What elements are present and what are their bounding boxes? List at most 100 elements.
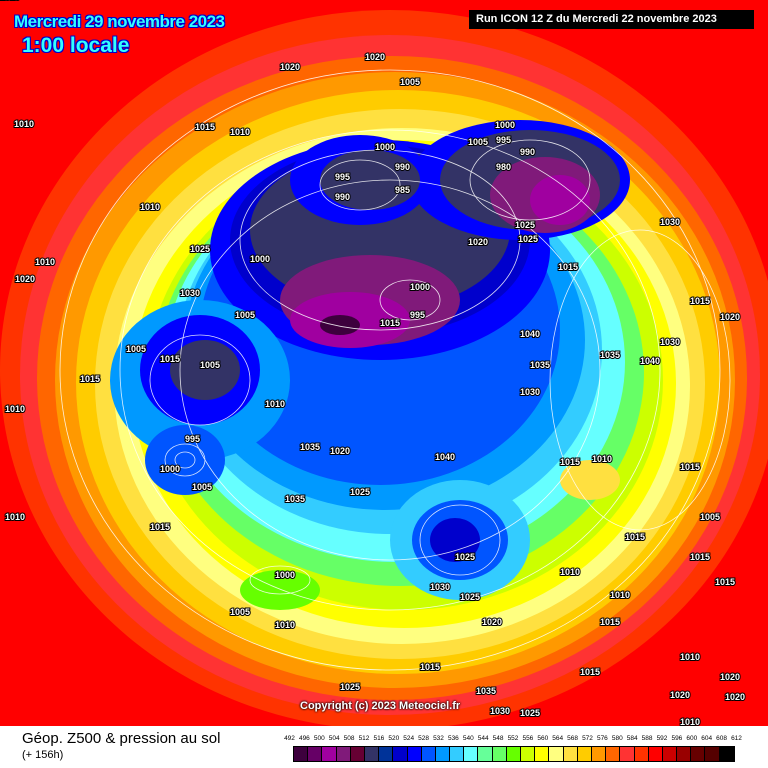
pressure-label: 1025 <box>460 592 480 602</box>
pressure-label: 1030 <box>180 288 200 298</box>
pressure-label: 1040 <box>435 452 455 462</box>
legend-label: 500 <box>313 735 325 742</box>
pressure-label: 1000 <box>250 254 270 264</box>
legend-label: 496 <box>298 735 310 742</box>
legend-swatch <box>308 747 323 761</box>
pressure-label: 1015 <box>195 122 215 132</box>
pressure-label: 1000 <box>375 142 395 152</box>
pressure-label: 995 <box>335 172 350 182</box>
legend-label: 492 <box>284 735 295 742</box>
pressure-label: 1010 <box>140 202 160 212</box>
z500-trough <box>170 340 240 400</box>
pressure-label: 1025 <box>350 487 370 497</box>
legend-swatch <box>478 747 493 761</box>
isobar <box>174 451 196 469</box>
legend-swatch <box>606 747 621 761</box>
legend-label: 572 <box>582 735 593 742</box>
pressure-label: 995 <box>410 310 425 320</box>
pressure-label: 1015 <box>558 262 578 272</box>
legend-label: 596 <box>671 735 683 742</box>
legend-label: 612 <box>731 735 742 742</box>
legend-swatch <box>336 747 351 761</box>
legend-swatch <box>322 747 337 761</box>
legend-label: 520 <box>388 735 400 742</box>
pressure-label: 1020 <box>670 690 690 700</box>
pressure-label: 1015 <box>715 577 735 587</box>
pressure-label: 1020 <box>15 274 35 284</box>
pressure-label: 1005 <box>126 344 146 354</box>
pressure-label: 1015 <box>80 374 100 384</box>
pressure-label: 1005 <box>235 310 255 320</box>
legend-swatch <box>591 747 607 761</box>
legend-swatch <box>691 747 706 761</box>
pressure-label: 1015 <box>380 318 400 328</box>
pressure-label: 1010 <box>610 590 630 600</box>
legend-label: 540 <box>462 735 474 742</box>
isobar <box>379 279 441 321</box>
legend-swatch <box>677 747 692 761</box>
color-legend <box>293 746 735 762</box>
legend-label: 512 <box>358 735 370 742</box>
legend-swatch <box>506 747 521 761</box>
pressure-label: 990 <box>395 162 410 172</box>
map-title: Géop. Z500 & pression au sol <box>22 730 221 747</box>
pressure-label: 1025 <box>520 708 540 718</box>
pressure-label: 1000 <box>410 282 430 292</box>
isobar <box>179 179 601 561</box>
pressure-label: 1010 <box>680 652 700 662</box>
pressure-label: 985 <box>395 185 410 195</box>
pressure-label: 1015 <box>150 522 170 532</box>
pressure-label: 1035 <box>600 350 620 360</box>
legend-label: 584 <box>626 735 638 742</box>
legend-swatch <box>450 747 465 761</box>
pressure-label: 1000 <box>495 120 515 130</box>
legend-label: 532 <box>433 735 444 742</box>
legend-label: 544 <box>477 735 489 742</box>
forecast-local-time: 1:00 locale <box>22 34 130 57</box>
legend-swatch <box>364 747 380 761</box>
legend-swatch <box>634 747 649 761</box>
pressure-label: 1010 <box>265 399 285 409</box>
pressure-label: 1015 <box>560 457 580 467</box>
pressure-label: 1040 <box>640 356 660 366</box>
legend-swatch <box>577 747 592 761</box>
isobar <box>549 229 731 531</box>
pressure-label: 1025 <box>340 682 360 692</box>
z500-trough <box>145 425 225 495</box>
pressure-label: 1010 <box>5 512 25 522</box>
isobar <box>164 443 206 477</box>
legend-swatch <box>620 747 635 761</box>
run-info: Run ICON 12 Z du Mercredi 22 novembre 20… <box>469 10 754 29</box>
legend-label: 564 <box>552 735 564 742</box>
legend-label: 508 <box>343 735 355 742</box>
legend-swatch <box>549 747 564 761</box>
pressure-label: 990 <box>520 147 535 157</box>
legend-label: 576 <box>596 735 608 742</box>
pressure-label: 990 <box>335 192 350 202</box>
pressure-label: 1010 <box>5 404 25 414</box>
pressure-label: 1005 <box>468 137 488 147</box>
pressure-label: 1010 <box>275 620 295 630</box>
legend-label: 608 <box>716 735 728 742</box>
legend-label: 504 <box>328 735 340 742</box>
pressure-label: 1015 <box>600 617 620 627</box>
pressure-label: 1010 <box>680 717 700 726</box>
isobar <box>149 334 251 426</box>
pressure-label: 1010 <box>230 127 250 137</box>
isobar <box>419 504 501 576</box>
legend-label: 516 <box>373 735 385 742</box>
pressure-label: 1005 <box>192 482 212 492</box>
pressure-label: 1010 <box>35 257 55 267</box>
legend-label: 536 <box>447 735 459 742</box>
pressure-label: 1015 <box>690 296 710 306</box>
pressure-label: 1035 <box>530 360 550 370</box>
legend-swatch <box>350 747 365 761</box>
pressure-label: 1035 <box>476 686 496 696</box>
legend-swatch <box>421 747 436 761</box>
pressure-label: 1040 <box>520 329 540 339</box>
isobars <box>59 69 731 671</box>
pressure-label: 1020 <box>468 237 488 247</box>
pressure-label: 1035 <box>300 442 320 452</box>
pressure-label: 1010 <box>592 454 612 464</box>
